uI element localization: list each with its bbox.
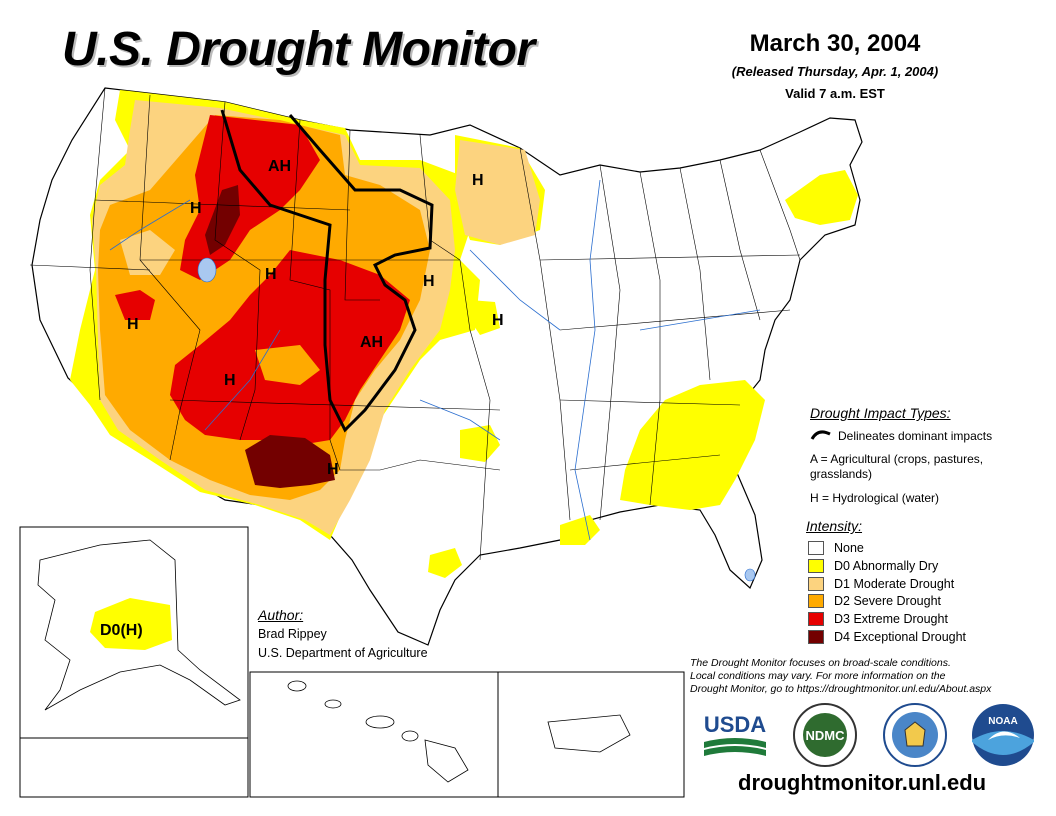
puerto-rico-outline — [547, 714, 631, 753]
impact-agricultural-line2: grasslands) — [810, 467, 873, 481]
rivers — [109, 179, 761, 541]
noaa-logo-text: NOAA — [988, 716, 1017, 727]
disclaimer-line3: Drought Monitor, go to https://droughtmo… — [690, 683, 992, 695]
d4-new-mexico — [245, 435, 335, 488]
state-borders — [29, 87, 801, 561]
impact-line-label: Delineates dominant impacts — [838, 429, 993, 443]
d0-southeast — [620, 380, 765, 510]
intensity-swatch-d3 — [808, 612, 824, 626]
d0-northeast — [785, 170, 858, 225]
impact-line-symbol — [810, 430, 831, 440]
d0-iowa — [470, 300, 500, 335]
intensity-row-d4: D4 Exceptional Drought — [808, 629, 966, 645]
disclaimer-line2: Local conditions may vary. For more info… — [690, 670, 946, 682]
label-h-iowa: H — [492, 312, 504, 329]
release-date: (Released Thursday, Apr. 1, 2004) — [731, 64, 939, 79]
hawaii-islands — [287, 680, 469, 783]
d0-texas-coast — [428, 548, 462, 578]
intensity-label-d1: D1 Moderate Drought — [834, 577, 955, 591]
label-h-texas: H — [327, 461, 339, 478]
valid-time: Valid 7 a.m. EST — [785, 86, 885, 101]
intensity-row-d1: D1 Moderate Drought — [808, 576, 954, 592]
usda-logo: USDA — [700, 702, 770, 768]
ndmc-logo: NDMC — [790, 702, 860, 768]
intensity-label-none: None — [834, 541, 864, 555]
alaska-d0 — [90, 598, 172, 650]
map-date: March 30, 2004 — [749, 30, 921, 57]
usda-logo-graphic: USDA — [704, 712, 766, 756]
disclaimer: The Drought Monitor focuses on broad-sca… — [690, 657, 1040, 696]
noaa-logo-graphic: NOAA — [972, 704, 1034, 766]
impact-types-heading: Drought Impact Types: — [810, 405, 951, 421]
label-h-idaho: H — [190, 200, 202, 217]
intensity-swatch-none — [808, 541, 824, 555]
impact-agricultural-line1: A = Agricultural (crops, pastures, — [810, 452, 984, 466]
intensity-row-d3: D3 Extreme Drought — [808, 611, 948, 627]
author-org: U.S. Department of Agriculture — [258, 646, 428, 660]
commerce-seal — [880, 702, 950, 768]
website-link[interactable]: droughtmonitor.unl.edu — [738, 770, 987, 795]
ndmc-logo-text: NDMC — [806, 728, 846, 743]
label-ah-north: AH — [268, 158, 292, 175]
label-h-nevada: H — [127, 316, 139, 333]
d0-gulf-coast — [560, 515, 600, 545]
label-alaska: D0(H) — [100, 622, 143, 639]
intensity-label-d3: D3 Extreme Drought — [834, 612, 948, 626]
label-h-arizona: H — [224, 372, 236, 389]
d2-az-island — [255, 345, 320, 385]
impact-lines — [220, 109, 434, 433]
florida-lake — [744, 568, 756, 582]
great-salt-lake — [197, 257, 217, 283]
hawaii-inset — [249, 671, 499, 798]
d0-oklahoma — [460, 425, 500, 462]
label-h-utah: H — [265, 266, 277, 283]
commerce-seal-graphic — [883, 703, 947, 767]
intensity-swatch-d0 — [808, 559, 824, 573]
d3-nevada — [115, 290, 155, 320]
intensity-swatch-d4 — [808, 630, 824, 644]
intensity-label-d2: D2 Severe Drought — [834, 594, 942, 608]
noaa-logo: NOAA — [968, 702, 1038, 768]
intensity-heading: Intensity: — [806, 518, 863, 534]
disclaimer-line1: The Drought Monitor focuses on broad-sca… — [690, 657, 951, 669]
label-h-minnesota: H — [472, 172, 484, 189]
intensity-row-d0: D0 Abnormally Dry — [808, 558, 938, 574]
ndmc-logo-graphic: NDMC — [793, 703, 857, 767]
label-h-nebraska: H — [423, 273, 435, 290]
intensity-label-d4: D4 Exceptional Drought — [834, 630, 967, 644]
author-name: Brad Rippey — [258, 627, 327, 641]
page-title: U.S. Drought Monitor — [62, 23, 535, 76]
usda-logo-text: USDA — [704, 712, 766, 737]
intensity-label-d0: D0 Abnormally Dry — [834, 559, 939, 573]
label-ah-plains: AH — [360, 334, 384, 351]
intensity-row-d2: D2 Severe Drought — [808, 593, 941, 609]
d4-idaho — [205, 185, 240, 255]
intensity-row-none: None — [808, 540, 864, 556]
intensity-swatch-d1 — [808, 577, 824, 591]
d1-minnesota — [455, 140, 540, 245]
intensity-swatch-d2 — [808, 594, 824, 608]
d1-nevada-island — [120, 230, 175, 275]
impact-agricultural: A = Agricultural (crops, pastures, grass… — [810, 452, 983, 482]
author-heading: Author: — [258, 607, 304, 623]
impact-hydrological: H = Hydrological (water) — [810, 491, 940, 505]
